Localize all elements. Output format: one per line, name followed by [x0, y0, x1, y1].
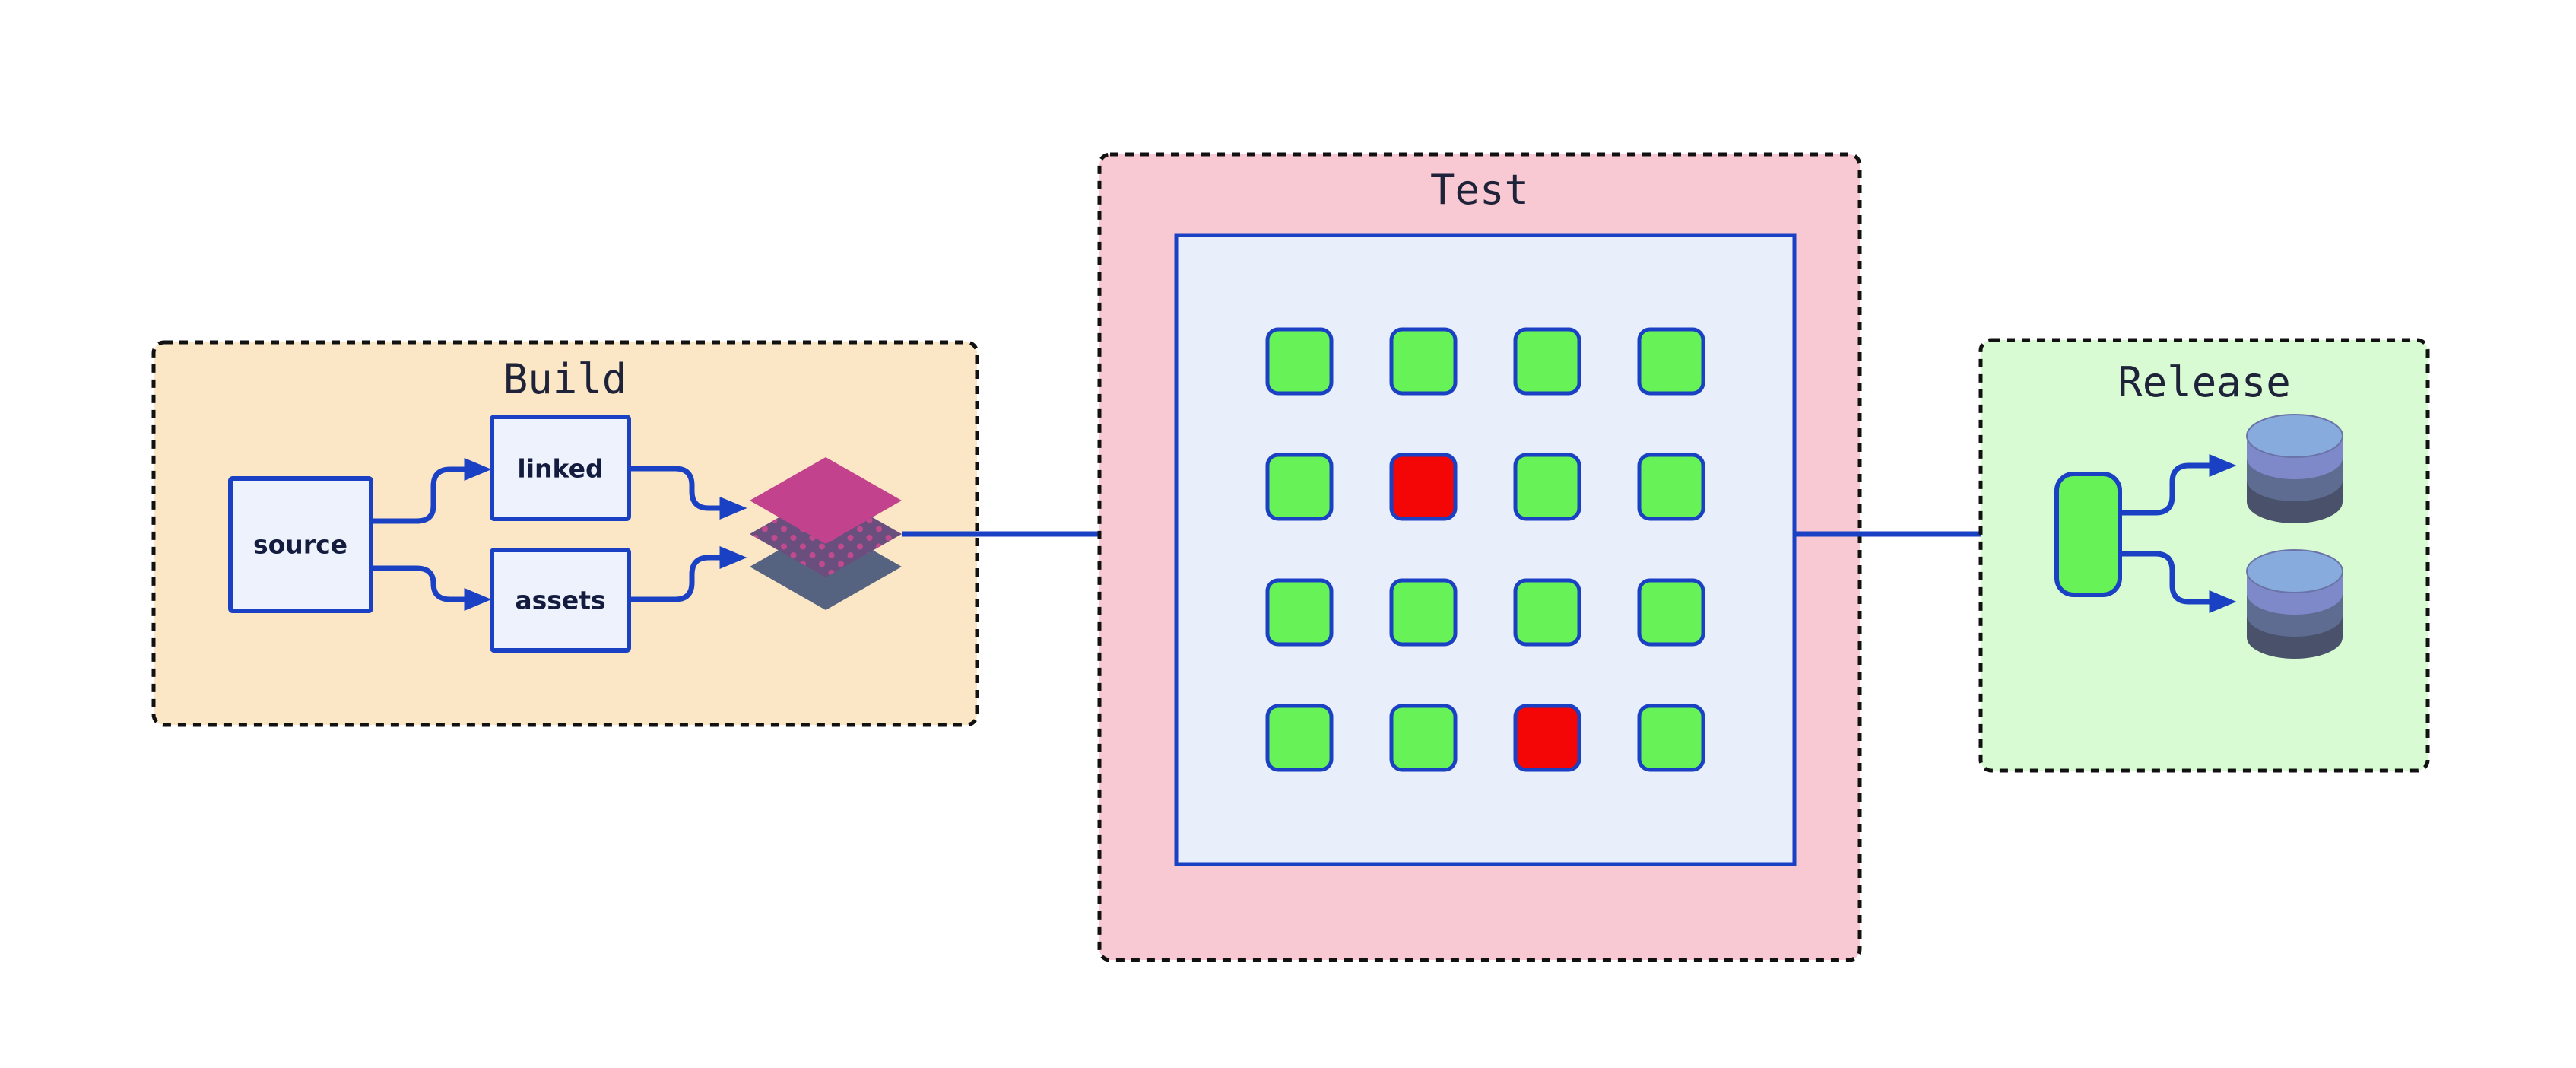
test-stage-title: Test: [1430, 166, 1529, 214]
release-package-icon: [2054, 472, 2122, 597]
test-cell-r3c3: [1513, 578, 1581, 647]
source-node-label: source: [253, 530, 347, 560]
test-matrix-panel: [1174, 233, 1797, 866]
test-cell-r4c2: [1389, 704, 1458, 772]
test-cell-r4c3: [1513, 704, 1581, 772]
source-node: [228, 476, 373, 613]
test-cell-r1c3: [1513, 327, 1581, 396]
test-cell-r4c1: [1265, 704, 1334, 772]
test-cell-r2c1: [1265, 453, 1334, 521]
test-cell-r1c2: [1389, 327, 1458, 396]
edge-source-to-linked: [371, 458, 492, 524]
build-stage: Build source linked assets: [151, 340, 979, 727]
test-cell-r2c2: [1389, 453, 1458, 521]
release-stage-title: Release: [2118, 358, 2291, 406]
layer-stack-icon: [750, 457, 902, 610]
layer-top: [750, 457, 902, 544]
test-cell-r2c4: [1637, 453, 1705, 521]
test-stage: Test: [1097, 152, 1862, 962]
test-cell-r4c4: [1637, 704, 1705, 772]
build-stage-title: Build: [503, 355, 627, 403]
database-icon-1: [2246, 414, 2343, 524]
test-cell-r2c3: [1513, 453, 1581, 521]
edge-assets-to-artifact: [629, 546, 747, 602]
edge-package-to-db1: [2120, 454, 2237, 516]
release-stage: Release: [1978, 338, 2430, 773]
database-icon-2: [2246, 549, 2343, 660]
test-matrix-grid: [1265, 327, 1705, 772]
edge-linked-to-artifact: [629, 466, 747, 520]
edge-package-to-db2: [2120, 551, 2237, 613]
test-cell-r3c4: [1637, 578, 1705, 647]
test-cell-r1c1: [1265, 327, 1334, 396]
test-cell-r3c1: [1265, 578, 1334, 647]
test-cell-r1c4: [1637, 327, 1705, 396]
build-stage-container: [151, 340, 979, 727]
linked-node-label: linked: [517, 454, 603, 484]
test-cell-r3c2: [1389, 578, 1458, 647]
assets-node-label: assets: [515, 586, 605, 615]
edge-source-to-assets: [371, 565, 492, 611]
